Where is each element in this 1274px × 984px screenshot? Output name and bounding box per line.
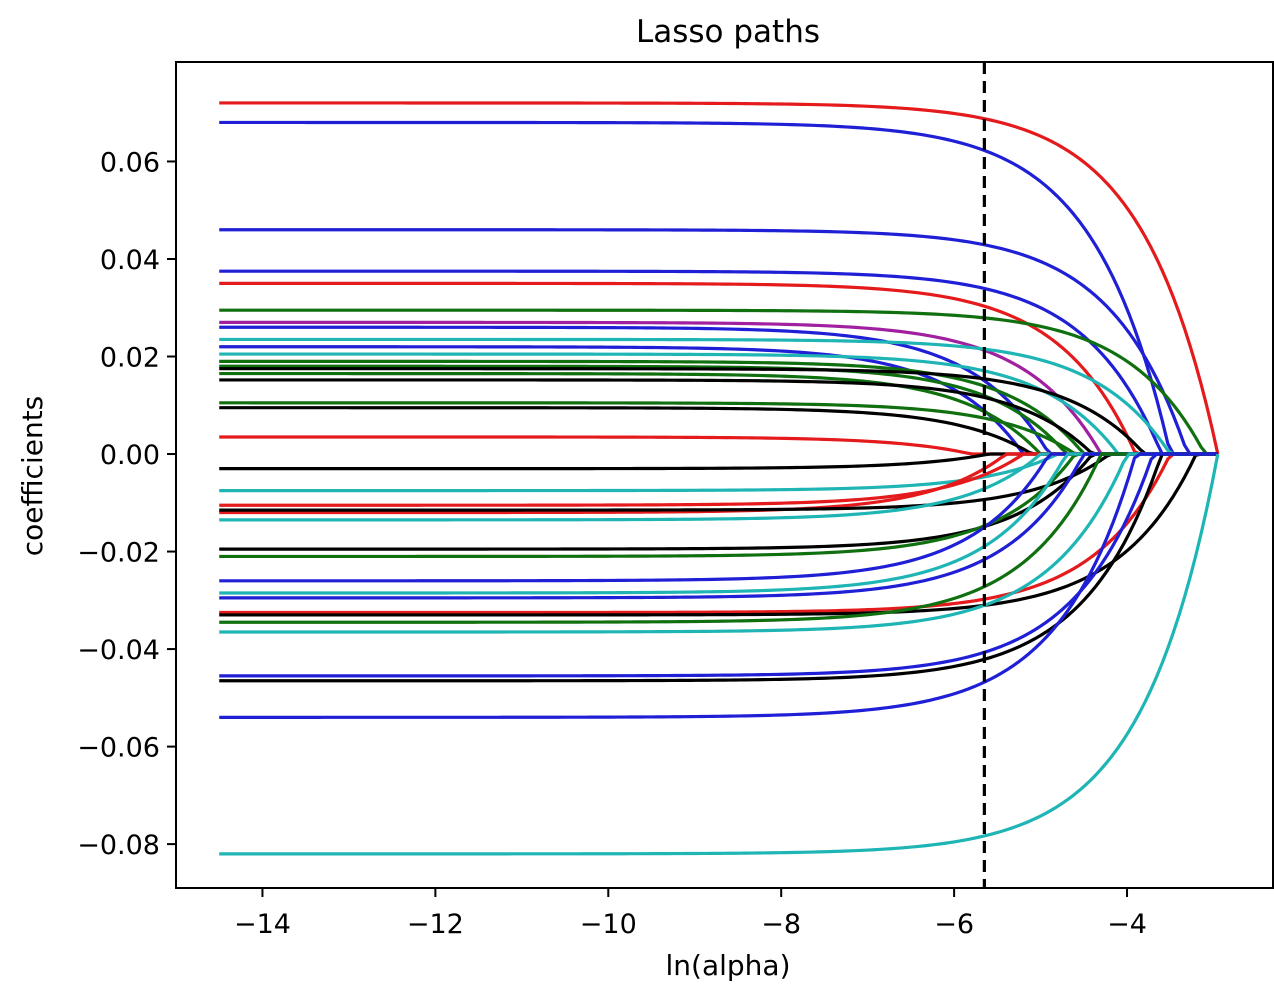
series-line-9 <box>219 337 1218 456</box>
y-tick-label: 0.00 <box>100 440 160 471</box>
series-layer <box>219 101 1220 856</box>
x-tick-label: −14 <box>234 909 291 940</box>
series-line-24 <box>219 452 1218 512</box>
series-line-3 <box>219 228 1218 456</box>
series-line-34 <box>219 452 1218 634</box>
series-line-35 <box>219 452 1218 678</box>
y-tick-label: −0.08 <box>77 830 160 861</box>
series-line-13 <box>219 364 1218 456</box>
series-line-5 <box>219 281 1218 456</box>
series-line-4 <box>219 269 1218 456</box>
series-line-2 <box>219 120 1218 456</box>
x-tick-label: −12 <box>407 909 464 940</box>
x-axis-label: ln(alpha) <box>666 949 791 982</box>
series-line-28 <box>219 452 1218 583</box>
series-line-32 <box>219 452 1218 617</box>
series-line-16 <box>219 378 1218 456</box>
axes-layer: −14 −12 −10 −8 −6 −4 0.06 0.04 0.02 0.00 −0.02 −0.0… <box>77 61 1274 940</box>
y-tick-label: 0.04 <box>100 245 160 276</box>
series-line-1 <box>219 101 1220 455</box>
series-line-17 <box>219 401 1218 456</box>
series-line-26 <box>219 452 1218 551</box>
series-line-29 <box>219 452 1218 595</box>
series-line-33 <box>219 452 1218 624</box>
y-tick-label: −0.04 <box>77 635 160 666</box>
series-line-14 <box>219 367 1218 456</box>
series-line-6 <box>219 308 1218 456</box>
y-tick-label: −0.06 <box>77 733 160 764</box>
y-axis-label: coefficients <box>16 396 49 557</box>
series-line-37 <box>219 452 1218 719</box>
series-line-36 <box>219 452 1218 683</box>
series-line-30 <box>219 452 1218 600</box>
series-line-38 <box>219 453 1220 856</box>
x-tick-label: −8 <box>761 909 801 940</box>
series-line-7 <box>219 320 1218 456</box>
series-line-21 <box>219 452 1218 493</box>
series-line-31 <box>219 452 1218 615</box>
y-tick-label: −0.02 <box>77 538 160 569</box>
x-tick-label: −6 <box>934 909 974 940</box>
y-tick-label: 0.06 <box>100 147 160 178</box>
chart-title: Lasso paths <box>636 14 820 50</box>
x-tick-label: −4 <box>1107 909 1147 940</box>
x-tick-label: −10 <box>580 909 637 940</box>
plot-frame <box>175 61 1274 889</box>
y-tick-label: 0.02 <box>100 343 160 374</box>
